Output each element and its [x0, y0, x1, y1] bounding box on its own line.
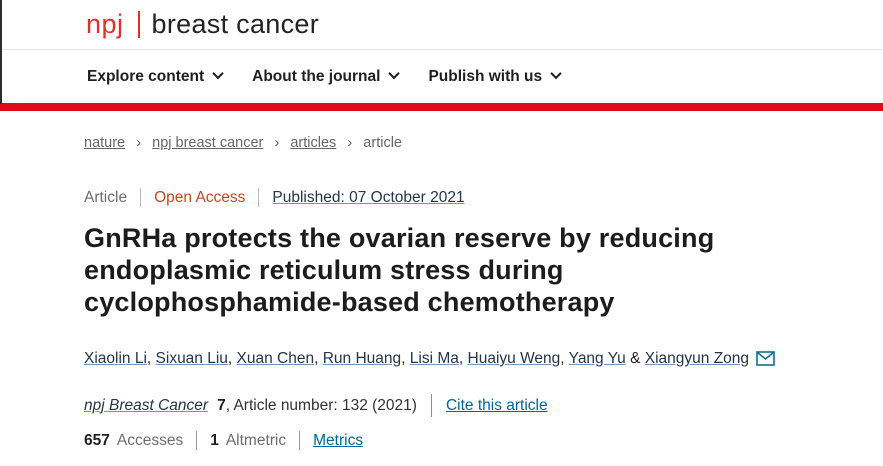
open-access-label: Open Access [154, 188, 246, 206]
altmetric-count: 1 [210, 431, 219, 449]
author-separator: , [146, 350, 156, 367]
breadcrumb-articles[interactable]: articles [290, 134, 337, 151]
metrics-divider [299, 431, 301, 450]
nav-about-the-journal-label: About the journal [252, 67, 381, 85]
author-line: Xiaolin Li, Sixuan Liu, Xuan Chen, Run H… [84, 350, 843, 368]
breadcrumb-separator-icon: › [274, 134, 280, 151]
citation-divider [430, 394, 432, 417]
author-link[interactable]: Lisi Ma [409, 350, 459, 367]
nav-about-the-journal[interactable]: About the journal [252, 67, 401, 86]
author-link[interactable]: Xuan Chen [236, 350, 315, 367]
window-edge [0, 0, 2, 104]
site-header: npj breast cancer [0, 0, 883, 50]
main-nav: Explore content About the journal Publis… [0, 50, 883, 103]
breadcrumb-separator-icon: › [347, 134, 353, 151]
article-title-line-1: GnRHa protects the ovarian reserve by re… [84, 223, 715, 253]
accesses-count: 657 [84, 431, 110, 449]
article-type-label: Article [84, 188, 128, 206]
breadcrumb-current-article: article [363, 134, 402, 151]
envelope-icon[interactable] [756, 350, 775, 366]
article-number-text: , Article number: 132 (2021) [225, 396, 417, 414]
author-separator: , [458, 350, 468, 367]
author-list: Xiaolin Li, Sixuan Liu, Xuan Chen, Run H… [84, 350, 749, 368]
article-title: GnRHa protects the ovarian reserve by re… [84, 222, 784, 318]
chevron-down-icon [550, 67, 562, 80]
article-meta-line: Article Open Access Published: 07 Octobe… [84, 188, 843, 207]
author-separator: , [401, 350, 410, 367]
journal-title-link[interactable]: npj Breast Cancer [84, 396, 209, 414]
citation-line: npj Breast Cancer 7 , Article number: 13… [84, 394, 843, 417]
cite-this-article-link[interactable]: Cite this article [445, 396, 548, 414]
article-title-line-2: endoplasmic reticulum stress during [84, 255, 564, 285]
metrics-line: 657 Accesses 1 Altmetric Metrics [84, 431, 843, 450]
breadcrumb-nature[interactable]: nature [84, 134, 126, 151]
logo-divider [137, 11, 140, 38]
author-separator: , [314, 350, 323, 367]
author-link[interactable]: Run Huang [322, 350, 402, 367]
author-separator: , [227, 350, 237, 367]
article-title-line-3: cyclophosphamide-based chemotherapy [84, 287, 615, 317]
author-link[interactable]: Yang Yu [568, 350, 626, 367]
article-header-section: nature › npj breast cancer › articles › … [0, 134, 883, 450]
nav-publish-with-us-label: Publish with us [428, 67, 543, 85]
published-date-link[interactable]: Published: 07 October 2021 [272, 188, 465, 206]
author-link[interactable]: Huaiyu Weng [467, 350, 561, 367]
nav-publish-with-us[interactable]: Publish with us [428, 67, 562, 86]
journal-logo[interactable]: npj breast cancer [86, 9, 319, 40]
author-link[interactable]: Sixuan Liu [155, 350, 228, 367]
journal-name-text: breast cancer [151, 9, 320, 39]
nav-explore-content-label: Explore content [87, 67, 205, 85]
npj-logo-text: npj [86, 9, 124, 39]
metrics-link[interactable]: Metrics [313, 431, 364, 449]
author-link[interactable]: Xiangyun Zong [644, 350, 750, 367]
chevron-down-icon [388, 67, 401, 80]
author-separator: & [625, 350, 645, 367]
altmetric-label: Altmetric [225, 431, 287, 449]
author-link[interactable]: Xiaolin Li [84, 350, 147, 367]
author-separator: , [560, 350, 569, 367]
nav-explore-content[interactable]: Explore content [87, 67, 224, 86]
red-banner [0, 103, 883, 111]
metrics-divider [196, 431, 198, 450]
accesses-label: Accesses [116, 431, 184, 449]
meta-divider [140, 188, 142, 207]
volume-number: 7 [217, 396, 226, 414]
chevron-down-icon [212, 67, 224, 80]
breadcrumb-npj-breast-cancer[interactable]: npj breast cancer [152, 134, 264, 151]
breadcrumb: nature › npj breast cancer › articles › … [84, 134, 843, 151]
meta-divider [258, 188, 260, 207]
breadcrumb-separator-icon: › [136, 134, 142, 151]
